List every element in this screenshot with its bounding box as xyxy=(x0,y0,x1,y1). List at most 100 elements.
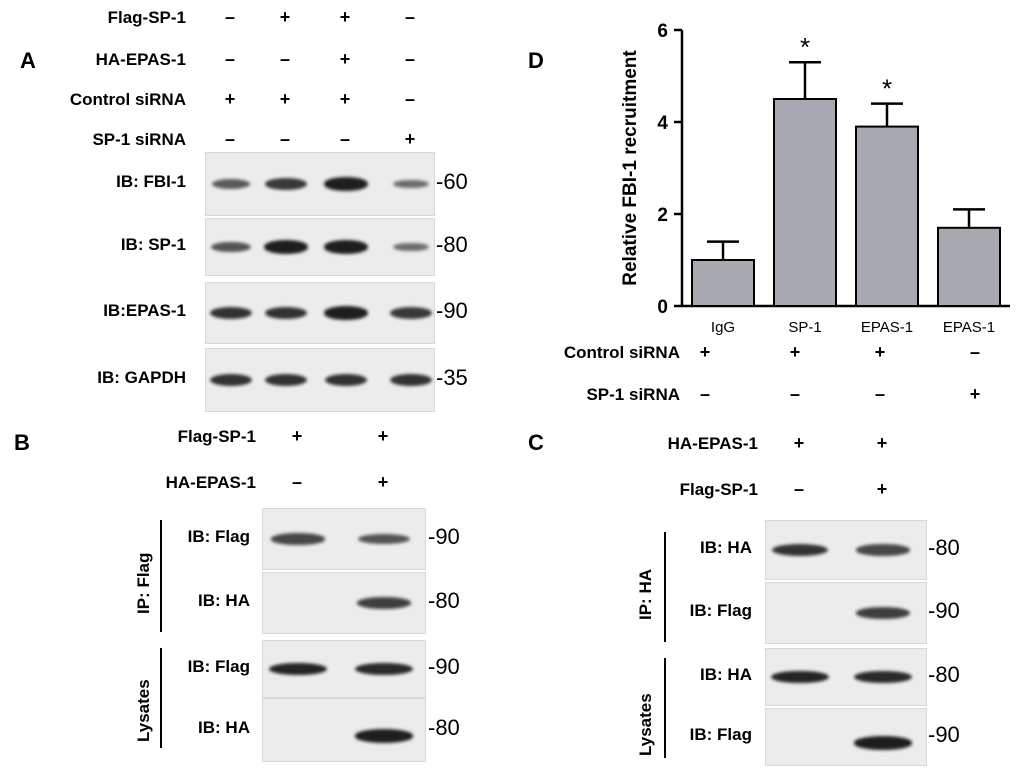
protein-band xyxy=(264,306,308,320)
condition-label: HA-EPAS-1 xyxy=(165,473,256,492)
y-tick-label: 0 xyxy=(657,297,668,318)
blot-strip xyxy=(262,572,426,634)
immunoblot-label: IB: HA xyxy=(198,591,250,610)
condition-sign: + xyxy=(876,433,888,453)
x-tick-label: SP-1 xyxy=(788,319,821,336)
condition-sign: – xyxy=(874,384,885,404)
protein-band xyxy=(357,533,411,545)
group-label-lysates: Lysates xyxy=(134,679,153,742)
protein-band xyxy=(854,670,912,684)
condition-sign: + xyxy=(874,342,886,362)
y-tick-label: 4 xyxy=(657,113,668,134)
condition-sign: – xyxy=(279,129,290,149)
condition-sign: + xyxy=(789,342,801,362)
molecular-weight-marker: -90 xyxy=(428,654,460,679)
protein-band xyxy=(269,662,327,676)
condition-sign: + xyxy=(969,384,981,404)
immunoblot-label: IB: HA xyxy=(198,718,250,737)
molecular-weight-marker: -90 xyxy=(928,598,960,623)
blot-strip xyxy=(262,640,426,698)
condition-sign: – xyxy=(793,479,804,499)
condition-sign: + xyxy=(339,49,351,69)
panel-a-letter: A xyxy=(20,48,36,73)
blot-strip xyxy=(262,508,426,570)
condition-sign: + xyxy=(279,89,291,109)
molecular-weight-marker: -80 xyxy=(428,588,460,613)
condition-label: Flag-SP-1 xyxy=(107,8,186,27)
blot-strip xyxy=(205,152,435,216)
immunoblot-label: IB: HA xyxy=(700,665,752,684)
protein-band xyxy=(390,307,432,319)
x-tick-label: IgG xyxy=(711,319,735,336)
bar xyxy=(691,259,755,307)
bar xyxy=(855,125,919,307)
protein-band xyxy=(211,179,251,189)
y-tick-label: 6 xyxy=(657,21,668,42)
condition-sign: + xyxy=(876,479,888,499)
blot-strip xyxy=(205,348,435,412)
x-tick-label: EPAS-1 xyxy=(861,319,913,336)
molecular-weight-marker: -80 xyxy=(928,535,960,560)
condition-label: Control siRNA xyxy=(563,343,680,362)
condition-sign: + xyxy=(699,342,711,362)
protein-band xyxy=(771,670,829,684)
panel-b-letter: B xyxy=(14,430,30,455)
condition-sign: – xyxy=(404,89,415,109)
condition-sign: + xyxy=(793,433,805,453)
immunoblot-label: IB: GAPDH xyxy=(97,368,186,387)
condition-label: SP-1 siRNA xyxy=(586,385,680,404)
bar xyxy=(773,98,837,307)
protein-band xyxy=(323,177,369,191)
blot-strip xyxy=(765,708,927,766)
condition-label: HA-EPAS-1 xyxy=(95,50,186,69)
condition-sign: + xyxy=(291,426,303,446)
condition-sign: + xyxy=(279,7,291,27)
protein-band xyxy=(209,373,253,387)
blot-strip xyxy=(765,648,927,706)
protein-band xyxy=(324,373,368,387)
protein-band xyxy=(271,533,325,545)
condition-sign: – xyxy=(224,49,235,69)
group-label-ip: IP: Flag xyxy=(134,552,153,614)
immunoblot-label: IB: FBI-1 xyxy=(116,172,186,191)
molecular-weight-marker: -80 xyxy=(436,232,468,257)
group-bracket xyxy=(160,520,162,632)
condition-sign: – xyxy=(404,7,415,27)
protein-band xyxy=(853,736,913,750)
condition-sign: + xyxy=(404,129,416,149)
condition-sign: – xyxy=(339,129,350,149)
group-bracket xyxy=(160,648,162,748)
blot-strip xyxy=(765,582,927,644)
significance-marker: * xyxy=(882,74,892,104)
condition-sign: + xyxy=(224,89,236,109)
immunoblot-label: IB: Flag xyxy=(689,601,752,620)
immunoblot-label: IB: HA xyxy=(700,538,752,557)
molecular-weight-marker: -90 xyxy=(928,722,960,747)
molecular-weight-marker: -35 xyxy=(436,365,468,390)
panel-c-letter: C xyxy=(528,430,544,455)
condition-sign: – xyxy=(224,7,235,27)
protein-band xyxy=(855,607,911,619)
protein-band xyxy=(392,242,430,252)
condition-sign: + xyxy=(377,472,389,492)
y-tick-label: 2 xyxy=(657,205,668,226)
protein-band xyxy=(356,597,412,609)
blot-strip xyxy=(205,218,435,276)
protein-band xyxy=(771,543,829,557)
condition-sign: – xyxy=(969,342,980,362)
protein-band xyxy=(856,544,910,556)
condition-label: HA-EPAS-1 xyxy=(667,434,758,453)
condition-label: Flag-SP-1 xyxy=(177,427,256,446)
group-bracket xyxy=(664,532,666,642)
molecular-weight-marker: -80 xyxy=(928,662,960,687)
condition-sign: – xyxy=(279,49,290,69)
molecular-weight-marker: -90 xyxy=(428,524,460,549)
condition-label: Control siRNA xyxy=(69,90,186,109)
x-tick-label: EPAS-1 xyxy=(943,319,995,336)
condition-sign: – xyxy=(699,384,710,404)
protein-band xyxy=(209,306,253,320)
immunoblot-label: IB: Flag xyxy=(187,527,250,546)
protein-band xyxy=(263,240,309,254)
group-label-lysates: Lysates xyxy=(636,693,655,756)
immunoblot-label: IB: Flag xyxy=(187,657,250,676)
